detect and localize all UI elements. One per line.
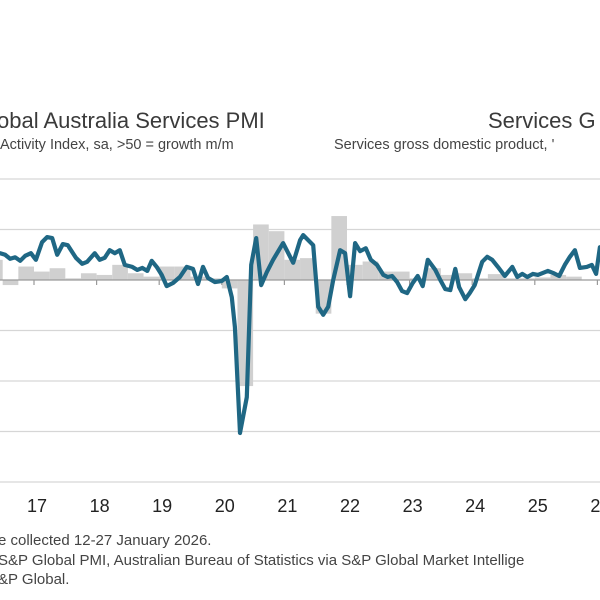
- gdp-bar-2016-Q3: [2, 280, 19, 286]
- gridlines: [0, 178, 600, 483]
- pmi-line: [0, 233, 600, 436]
- gdp-bar-2017-Q2: [49, 268, 66, 280]
- x-tick-label: 23: [403, 496, 423, 516]
- x-tick-label: 22: [340, 496, 360, 516]
- gdp-bar-2018-Q4: [143, 276, 160, 280]
- left-chart-subtitle: Activity Index, sa, >50 = growth m/m: [0, 137, 234, 153]
- gdp-bars: [0, 216, 582, 387]
- gdp-bar-2017-Q1: [34, 271, 50, 280]
- gdp-bar-2024-Q2: [487, 274, 504, 280]
- gdp-bar-2018-Q3: [127, 273, 144, 280]
- x-tick-label: 19: [152, 496, 172, 516]
- x-tick-label: 26: [590, 496, 600, 516]
- right-chart-title: Services G: [488, 108, 596, 133]
- left-chart-title: obal Australia Services PMI: [0, 108, 265, 133]
- gdp-bar-2024-Q3: [503, 278, 520, 280]
- footer-source: S&P Global PMI, Australian Bureau of Sta…: [0, 552, 525, 569]
- gdp-bar-2024-Q1: [472, 278, 488, 280]
- gdp-bar-2023-Q4: [456, 273, 473, 280]
- gdp-bar-2025-Q1: [534, 277, 551, 280]
- footer-note-date: e collected 12-27 January 2026.: [0, 532, 212, 549]
- gdp-bar-2021-Q2: [300, 258, 316, 280]
- x-tick-label: 25: [528, 496, 548, 516]
- x-tick-label: 20: [215, 496, 235, 516]
- x-tick-label: 17: [27, 496, 47, 516]
- right-chart-subtitle: Services gross domestic product, ': [334, 137, 555, 153]
- x-tick-labels: 17 18 19 20 21 22 23 24 25 26: [27, 496, 600, 516]
- gdp-bar-2018-Q2: [112, 264, 128, 280]
- x-tick-label: 21: [277, 496, 297, 516]
- gdp-bar-2023-Q3: [440, 274, 457, 280]
- gdp-bar-2018-Q1: [96, 274, 113, 280]
- gdp-bar-2022-Q2: [362, 261, 379, 280]
- gdp-bar-2016-Q2: [0, 259, 3, 280]
- gdp-bar-2017-Q4: [80, 273, 97, 280]
- x-axis: [0, 279, 600, 285]
- pmi-chart: 17 18 19 20 21 22 23 24 25 26: [0, 178, 600, 516]
- gdp-bar-2025-Q3: [566, 276, 582, 280]
- gdp-bar-2021-Q1: [284, 259, 301, 280]
- gdp-bar-2024-Q4: [519, 278, 535, 280]
- x-tick-label: 24: [465, 496, 485, 516]
- gdp-bar-2016-Q4: [18, 266, 34, 280]
- gdp-bar-2017-Q3: [65, 278, 81, 280]
- footer-copyright: &P Global.: [0, 571, 70, 588]
- x-tick-label: 18: [90, 496, 110, 516]
- gdp-bar-2023-Q2: [425, 268, 441, 280]
- gdp-bar-2022-Q4: [393, 271, 410, 280]
